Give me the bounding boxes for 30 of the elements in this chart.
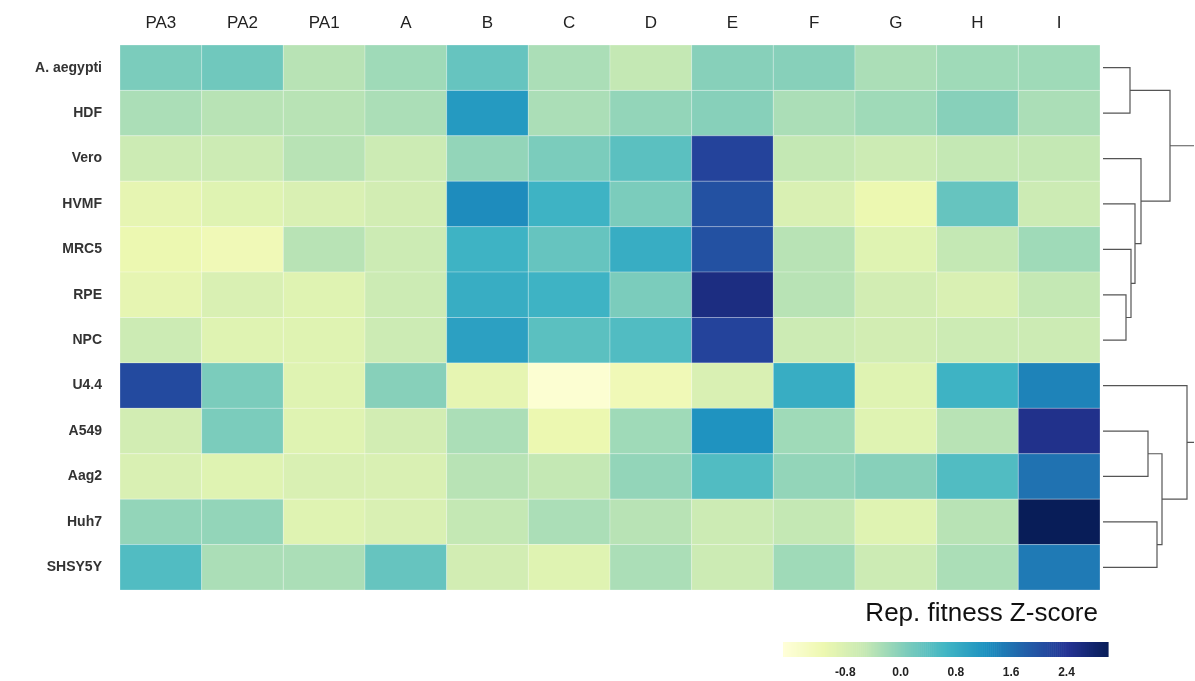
x-tick-label: I: [1056, 13, 1062, 33]
x-tick-label: H: [971, 13, 984, 33]
y-tick-label: A549: [68, 421, 103, 438]
color-bar-label: 0.8: [947, 665, 965, 680]
x-tick-label: B: [481, 13, 494, 33]
color-bar-label: 2.4: [1058, 665, 1076, 680]
y-tick-label: HVMF: [62, 194, 103, 211]
color-bar-label: 1.6: [1002, 665, 1020, 680]
x-tick-label: A: [400, 13, 413, 33]
color-bar-title: Rep. fitness Z-score: [865, 597, 1098, 628]
x-tick-label: F: [808, 13, 820, 33]
y-tick-label: HDF: [73, 103, 103, 120]
x-tick-label: D: [644, 13, 657, 33]
y-tick-label: NPC: [72, 331, 102, 348]
y-tick-label: A. aegypti: [35, 58, 102, 75]
x-tick-label: E: [726, 13, 739, 33]
color-bar-label: 0.0: [892, 665, 910, 680]
x-tick-label: G: [889, 13, 903, 33]
y-tick-label: U4.4: [72, 376, 103, 393]
x-tick-label: C: [563, 13, 576, 33]
y-tick-label: Aag2: [67, 467, 103, 484]
y-tick-label: MRC5: [62, 240, 103, 257]
x-tick-label: PA1: [308, 13, 340, 33]
color-bar-label: -0.8: [834, 665, 856, 680]
y-tick-label: Vero: [71, 149, 102, 166]
x-tick-label: PA2: [227, 13, 258, 33]
y-tick-label: RPE: [73, 285, 102, 302]
x-tick-label: PA3: [145, 13, 177, 33]
y-tick-label: SHSY5Y: [46, 558, 103, 575]
y-tick-label: Huh7: [67, 512, 103, 529]
